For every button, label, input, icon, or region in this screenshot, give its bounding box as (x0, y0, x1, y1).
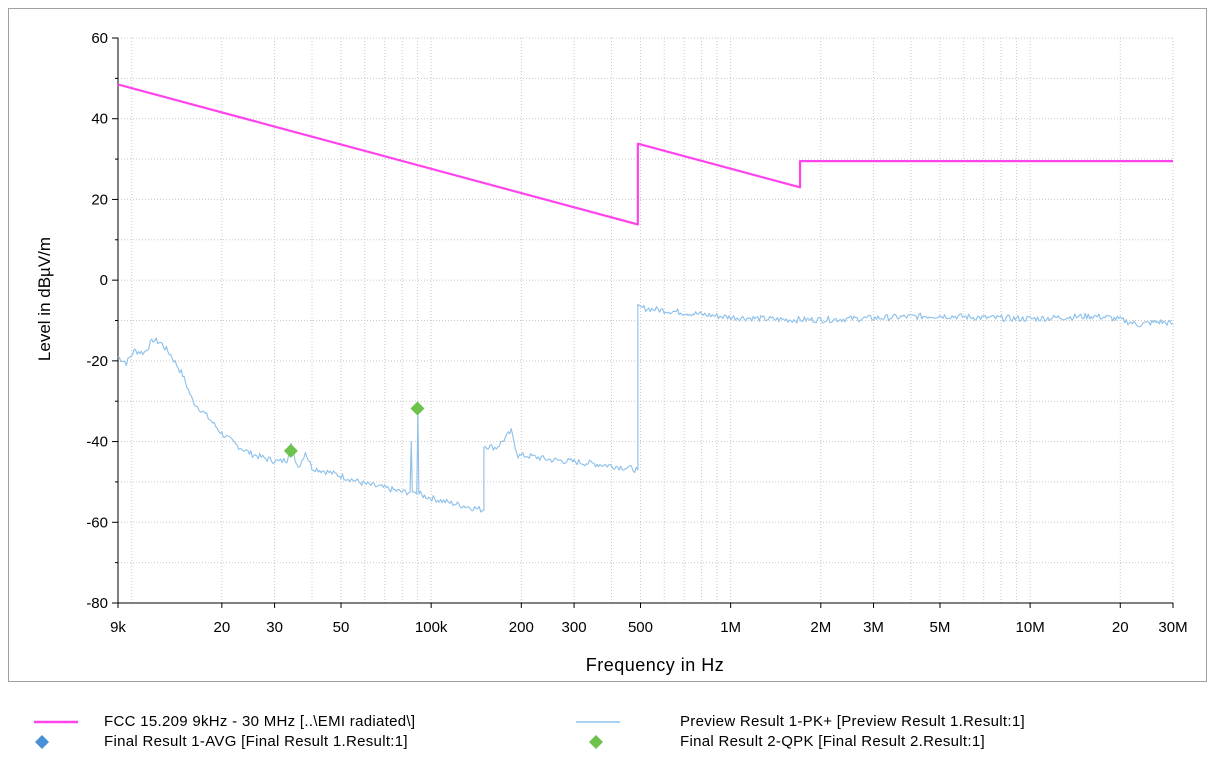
y-tick-label-5: -40 (86, 434, 108, 451)
legend-line-magenta (34, 720, 78, 724)
legend-label-fcc-limit: FCC 15.209 9kHz - 30 MHz [..\EMI radiate… (104, 713, 416, 730)
x-tick-label-13: 20 (1112, 619, 1129, 636)
x-tick-label-2: 30 (266, 619, 283, 636)
series-fcc-limit-line (117, 83, 1173, 226)
chart-legend: FCC 15.209 9kHz - 30 MHz [..\EMI radiate… (0, 712, 1216, 760)
y-tick-label-4: -20 (86, 353, 108, 370)
legend-diamond-green-icon (589, 735, 603, 749)
y-tick-label-7: -80 (86, 595, 108, 612)
x-tick-label-6: 300 (562, 619, 587, 636)
x-tick-label-11: 5M (930, 619, 951, 636)
legend-item-preview-pk: Preview Result 1-PK+ [Preview Result 1.R… (0, 712, 1216, 732)
x-tick-label-10: 3M (863, 619, 884, 636)
marker-point-3-0 (283, 443, 298, 458)
legend-item-final-qpk: Final Result 2-QPK [Final Result 2.Resul… (0, 732, 1216, 752)
chart-frame (8, 8, 1207, 682)
y-tick-label-2: 20 (91, 191, 108, 208)
x-tick-label-0: 9k (110, 619, 126, 636)
legend-diamond-blue-icon (35, 735, 49, 749)
x-tick-label-14: 30M (1158, 619, 1187, 636)
legend-item-fcc-limit: FCC 15.209 9kHz - 30 MHz [..\EMI radiate… (0, 712, 580, 732)
axes (112, 37, 1174, 608)
legend-label-preview-pk: Preview Result 1-PK+ [Preview Result 1.R… (680, 713, 1025, 730)
x-tick-label-8: 1M (720, 619, 741, 636)
x-tick-label-9: 2M (810, 619, 831, 636)
x-tick-label-3: 50 (333, 619, 350, 636)
legend-label-final-avg: Final Result 1-AVG [Final Result 1.Resul… (104, 733, 408, 750)
x-axis-title: Frequency in Hz (586, 655, 725, 675)
x-tick-label-7: 500 (628, 619, 653, 636)
y-axis-title: Level in dBµV/m (35, 237, 54, 361)
y-tick-label-3: 0 (100, 272, 108, 289)
grid-lines (117, 37, 1174, 604)
x-tick-label-5: 200 (509, 619, 534, 636)
legend-label-final-qpk: Final Result 2-QPK [Final Result 2.Resul… (680, 733, 985, 750)
legend-item-final-avg: Final Result 1-AVG [Final Result 1.Resul… (0, 732, 580, 752)
series-layer (117, 83, 1174, 513)
y-tick-label-6: -60 (86, 514, 108, 531)
y-tick-label-0: 60 (91, 30, 108, 47)
x-tick-label-12: 10M (1016, 619, 1045, 636)
x-tick-label-1: 20 (214, 619, 231, 636)
marker-point-3-1 (410, 401, 425, 416)
x-tick-label-4: 100k (415, 619, 448, 636)
y-tick-label-1: 40 (91, 111, 108, 128)
legend-line-lightblue (576, 721, 620, 723)
